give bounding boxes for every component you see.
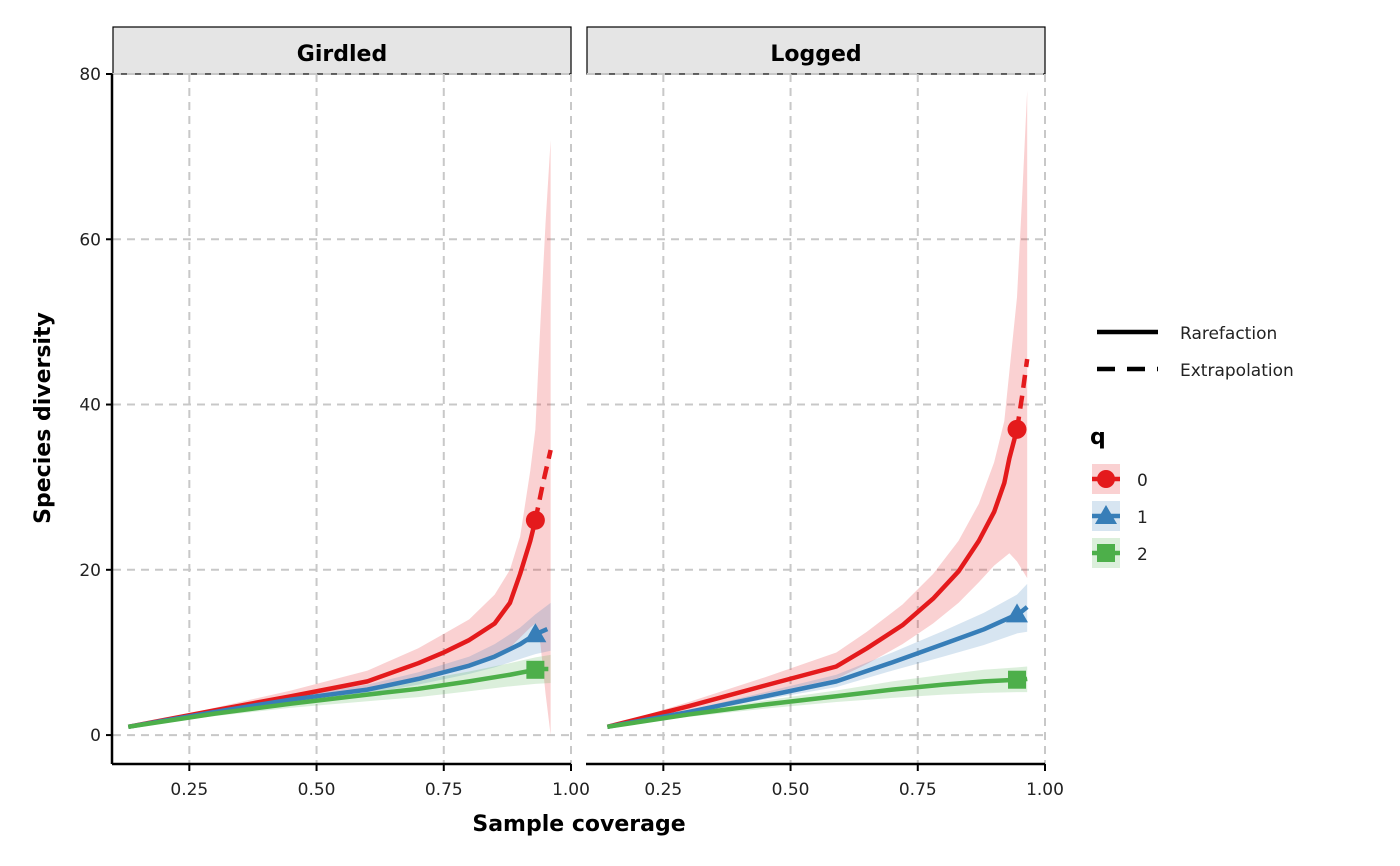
y-tick-label: 40 [79, 396, 101, 416]
x-tick-label: 0.50 [298, 780, 336, 800]
observed-point-q2 [526, 660, 545, 679]
y-tick-label: 20 [79, 561, 101, 581]
observed-point-q1 [524, 623, 547, 643]
grid [587, 73, 1046, 764]
rarefaction-line-q1 [127, 632, 537, 730]
y-axis-title: Species diversity [31, 312, 56, 524]
panel-strip [586, 26, 1046, 75]
x-axis-title: Sample coverage [472, 812, 685, 837]
legend-label-q0: 0 [1137, 471, 1148, 491]
panels-layer: Girdled 0 20 40 60 80 0.25 0.50 0.75 1.00 Logged 0.… [79, 26, 1064, 800]
observed-point-q0 [525, 510, 545, 530]
x-tick-label: 1.00 [1026, 780, 1064, 800]
panel-title: Girdled [297, 42, 387, 67]
legend-label-q1: 1 [1137, 508, 1148, 528]
observed-point-q1 [1006, 603, 1029, 623]
grid [113, 73, 572, 764]
extrapolation-line-q0 [1014, 358, 1030, 430]
rarefaction-line-q1 [606, 612, 1018, 730]
x-tick-label: 0.75 [425, 780, 463, 800]
ci-band-q1 [607, 583, 1028, 727]
x-tick-label: 0.75 [899, 780, 937, 800]
panel-logged: Logged 0.25 0.50 0.75 1.00 [586, 26, 1064, 800]
rarefaction-line-q0 [127, 519, 538, 730]
observed-point-q2 [1008, 670, 1027, 689]
observed-point-q0 [1007, 419, 1027, 439]
legend: Rarefaction Extrapolation q 0 1 2 [1090, 324, 1294, 568]
rarefaction-line-q2 [127, 667, 536, 730]
rarefaction-line-q2 [607, 677, 1018, 730]
extrapolation-line-q0 [533, 449, 553, 521]
panel-girdled: Girdled 0 20 40 60 80 0.25 0.50 0.75 1.00 [79, 26, 590, 800]
x-tick-label: 0.50 [772, 780, 810, 800]
legend-title: q [1090, 425, 1106, 450]
legend-label-rarefaction: Rarefaction [1180, 324, 1277, 344]
y-tick-label: 0 [90, 726, 101, 746]
x-tick-label: 1.00 [552, 780, 590, 800]
panel-strip [112, 26, 572, 75]
legend-marker-q1 [1095, 505, 1117, 524]
panel-title: Logged [770, 42, 861, 67]
x-tick-label: 0.25 [170, 780, 208, 800]
legend-marker-q2 [1097, 544, 1115, 562]
x-tick-label: 0.25 [644, 780, 682, 800]
y-tick-label: 80 [79, 65, 101, 85]
rarefaction-line-q0 [606, 428, 1020, 729]
y-tick-label: 60 [79, 230, 101, 250]
legend-label-extrapolation: Extrapolation [1180, 361, 1294, 381]
ci-band-q0 [128, 140, 551, 736]
legend-marker-q0 [1097, 470, 1115, 488]
legend-label-q2: 2 [1137, 545, 1148, 565]
